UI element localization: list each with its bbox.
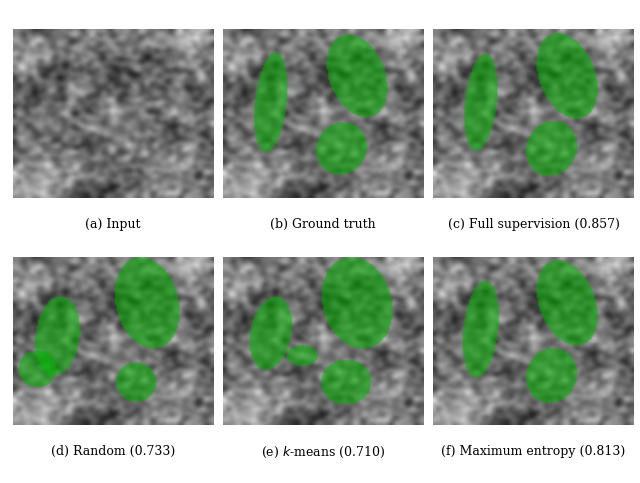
Title: (d) Random (0.733): (d) Random (0.733) [51,445,175,458]
Title: (c) Full supervision (0.857): (c) Full supervision (0.857) [447,218,620,231]
Title: (f) Maximum entropy (0.813): (f) Maximum entropy (0.813) [442,445,625,458]
Title: (b) Ground truth: (b) Ground truth [270,218,376,231]
Title: (e) $k$-means (0.710): (e) $k$-means (0.710) [261,445,385,460]
Title: (a) Input: (a) Input [85,218,141,231]
